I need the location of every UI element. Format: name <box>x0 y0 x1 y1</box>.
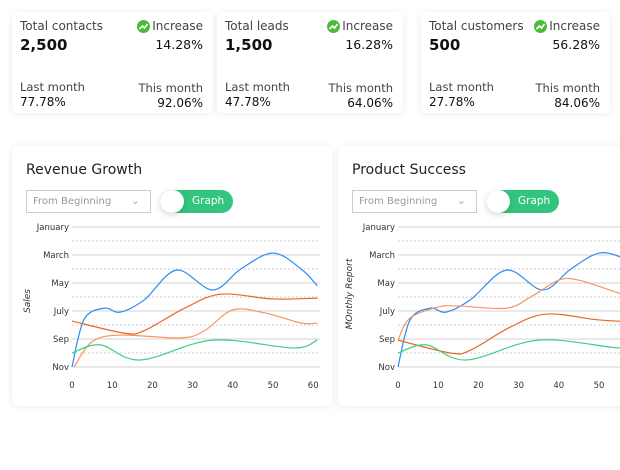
stat-value: 500 <box>429 36 461 54</box>
y-tick-label: July <box>53 307 69 317</box>
y-tick-label: July <box>379 307 395 317</box>
toggle-label: Graph <box>518 195 551 207</box>
x-tick-label: 10 <box>107 381 118 391</box>
trend-up-icon <box>534 19 548 33</box>
last-month-value: 27.78% <box>429 95 475 109</box>
trend: Increase <box>327 19 393 33</box>
y-axis-label: MOnthly Report <box>345 258 355 329</box>
series-line-0 <box>397 252 620 368</box>
y-tick-label: January <box>362 223 395 233</box>
series-line-3 <box>397 339 620 361</box>
this-month-label: This month <box>138 81 203 95</box>
y-tick-label: January <box>36 223 69 233</box>
this-month-value: 84.06% <box>554 96 600 110</box>
period-dropdown[interactable]: From Beginning ⌄ <box>26 190 151 213</box>
series-line-3 <box>71 339 318 361</box>
last-month-label: Last month <box>20 80 85 94</box>
revenue-growth-chart: Nov Sep July May March January 0 10 20 30 40 50 60 Sa… <box>23 223 320 391</box>
trend-label: Increase <box>549 19 600 33</box>
y-tick-label: Sep <box>379 335 395 345</box>
trend: Increase <box>534 19 600 33</box>
x-tick-label: 0 <box>69 381 74 391</box>
trend-up-icon <box>137 19 151 33</box>
stat-card-customers: Total customers 500 Increase 56.28% Last… <box>421 12 610 113</box>
trend-label: Increase <box>152 19 203 33</box>
x-tick-label: 20 <box>147 381 158 391</box>
last-month-label: Last month <box>225 80 290 94</box>
graph-toggle[interactable]: Graph <box>486 190 559 213</box>
y-tick-label: March <box>43 251 69 261</box>
trend: Increase <box>137 19 203 33</box>
x-tick-label: 40 <box>227 381 238 391</box>
dropdown-value: From Beginning <box>33 196 112 207</box>
this-month-value: 64.06% <box>347 96 393 110</box>
y-tick-label: Nov <box>52 363 69 373</box>
series-line-2 <box>73 308 318 368</box>
trend-up-icon <box>327 19 341 33</box>
toggle-label: Graph <box>192 195 225 207</box>
panel-title: Revenue Growth <box>26 162 143 178</box>
trend-value: 56.28% <box>552 37 600 52</box>
product-success-chart: NovSepJulyMayMarchJanuary0102030405060MO… <box>345 223 620 391</box>
series-line-2 <box>397 313 620 355</box>
last-month-label: Last month <box>429 80 494 94</box>
dropdown-value: From Beginning <box>359 196 438 207</box>
y-tick-label: May <box>377 279 395 289</box>
stat-card-leads: Total leads 1,500 Increase 16.28% Last m… <box>217 12 403 113</box>
x-tick-label: 20 <box>473 381 484 391</box>
last-month-value: 47.78% <box>225 95 271 109</box>
x-tick-label: 50 <box>268 381 279 391</box>
product-success-panel: NovSepJulyMayMarchJanuary0102030405060MO… <box>338 146 620 406</box>
x-tick-label: 50 <box>594 381 605 391</box>
x-tick-label: 10 <box>433 381 444 391</box>
stat-label: Total customers <box>429 19 524 33</box>
x-tick-label: 30 <box>187 381 198 391</box>
revenue-growth-panel: Nov Sep July May March January 0 10 20 30 40 50 60 Sa… <box>12 146 332 406</box>
period-dropdown[interactable]: From Beginning ⌄ <box>352 190 477 213</box>
series-line-0 <box>71 252 318 368</box>
stat-value: 2,500 <box>20 36 68 54</box>
x-tick-label: 30 <box>513 381 524 391</box>
trend-value: 16.28% <box>345 37 393 52</box>
graph-toggle[interactable]: Graph <box>160 190 233 213</box>
stat-label: Total contacts <box>20 19 103 33</box>
this-month-value: 92.06% <box>157 96 203 110</box>
stat-label: Total leads <box>225 19 289 33</box>
x-tick-label: 40 <box>553 381 564 391</box>
chevron-down-icon: ⌄ <box>456 194 466 207</box>
y-tick-label: Sep <box>53 335 69 345</box>
chevron-down-icon: ⌄ <box>130 194 140 207</box>
trend-value: 14.28% <box>155 37 203 52</box>
x-tick-label: 60 <box>308 381 319 391</box>
y-axis-label: Sales <box>23 289 33 313</box>
series-line-1 <box>397 277 620 341</box>
y-tick-label: May <box>51 279 69 289</box>
toggle-knob <box>486 190 510 213</box>
series-line-1 <box>71 293 318 335</box>
this-month-label: This month <box>328 81 393 95</box>
toggle-knob <box>160 190 184 213</box>
stat-value: 1,500 <box>225 36 273 54</box>
y-tick-label: Nov <box>378 363 395 373</box>
panel-title: Product Success <box>352 162 466 178</box>
stat-card-contacts: Total contacts 2,500 Increase 14.28% Las… <box>12 12 213 113</box>
trend-label: Increase <box>342 19 393 33</box>
x-tick-label: 0 <box>395 381 400 391</box>
y-tick-label: March <box>369 251 395 261</box>
this-month-label: This month <box>535 81 600 95</box>
last-month-value: 77.78% <box>20 95 66 109</box>
